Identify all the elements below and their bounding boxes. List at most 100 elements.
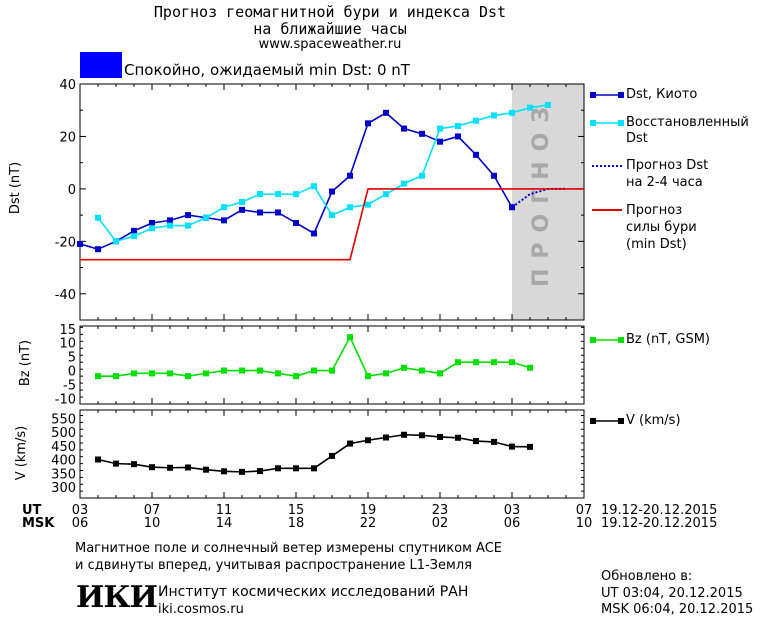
bz-series-0-point [239,367,245,374]
dst-series-1-point [455,122,461,129]
bz-ylabel: Bz (nT) [18,339,33,387]
institute-url: iki.cosmos.ru [158,602,244,617]
legend-restored-point [590,120,596,126]
dst-ytick-label: -40 [55,288,76,303]
dst-series-1-point [293,191,299,198]
dst-ytick-label: 0 [68,183,76,198]
dst-ylabel: Dst (nT) [8,161,23,215]
v-series-0-point [473,438,479,445]
dst-series-1-point [203,214,209,221]
dst-series-1-point [275,191,281,198]
dst-series-1-point [527,104,533,111]
footer-note-line2: и сдвинуты вперед, учитывая распростране… [75,558,472,573]
v-series-0-point [149,464,155,471]
msk-tick-label: 14 [216,516,233,531]
v-series-0-point [311,465,317,472]
v-series-0-point [383,434,389,441]
v-series-0-point [365,437,371,444]
legend-forecast-line1: Прогноз Dst [626,158,709,173]
ut-tick-label: 23 [432,503,449,518]
dst-series-0-point [311,230,317,237]
bz-series-0-point [95,373,101,380]
msk-tick-label: 06 [72,516,89,531]
v-series-0-point [131,461,137,468]
bz-series-0-point [419,367,425,374]
dst-series-1-point [167,222,173,229]
dst-series-1-point [149,225,155,232]
bz-series-0-point [221,367,227,374]
dst-series-1-point [221,204,227,211]
bz-ytick-label: 10 [59,337,76,352]
v-series-0-point [167,464,173,471]
bz-ytick-label: -10 [55,392,76,407]
dst-series-1-point [473,117,479,124]
bz-ytick-label: 5 [68,351,76,366]
bz-series-0-point [365,373,371,380]
dst-series-1-point [347,204,353,211]
updated-msk: MSK 06:04, 20.12.2015 [601,602,754,617]
updated-ut: UT 03:04, 20.12.2015 [601,586,743,601]
bz-series-0-point [149,370,155,377]
v-ylabel: V (km/s) [14,425,29,481]
msk-tick-label: 02 [432,516,449,531]
dst-series-0-point [167,217,173,224]
dst-series-1-point [185,222,191,229]
dst-series-1-point [329,212,335,219]
bz-series-0-point [509,359,515,366]
v-series-0-point [527,443,533,450]
legend-restored-line1: Восстановленный [626,115,749,130]
msk-date-range: 19.12-20.12.2015 [601,516,718,531]
dst-series-0-line [79,111,513,251]
v-ytick-label: 450 [51,440,76,455]
dst-series-1-point [401,180,407,187]
dst-ytick-label: 20 [59,130,76,145]
legend-bz-point [618,337,624,343]
v-series-0-point [203,466,209,473]
dst-series-1-point [383,191,389,198]
dst-ytick-label: 40 [59,78,76,93]
v-ytick-label: 350 [51,467,76,482]
dst-ytick-label: -20 [55,235,76,250]
ut-tick-label: 11 [216,503,233,518]
v-ytick-label: 550 [51,412,76,427]
bz-series-0-point [275,370,281,377]
ut-tick-label: 15 [288,503,305,518]
bz-ytick-label: 15 [59,323,76,338]
v-ytick-label: 400 [51,454,76,469]
bz-ytick-label: 0 [68,365,76,380]
v-series-0-point [437,433,443,440]
dst-series-0-point [365,120,371,127]
v-series-0-point [95,456,101,463]
dst-series-1-point [311,183,317,190]
ut-tick-label: 03 [504,503,521,518]
ut-tick-label: 03 [72,503,89,518]
dst-series-1-point [437,125,443,132]
dst-series-0-point [221,217,227,224]
bz-series-0-point [167,370,173,377]
v-series-0-point [239,468,245,475]
bz-series-0-point [527,364,533,371]
bz-series-0-point [311,367,317,374]
forecast-region [512,84,584,320]
v-ytick-label: 300 [51,481,76,496]
v-series-0-point [185,464,191,471]
bz-series-0-point [455,359,461,366]
dst-series-1-point [491,112,497,119]
chart-title-line2: на ближайшие часы [253,20,407,38]
dst-series-0-point [437,138,443,145]
v-series-0-point [491,438,497,445]
ut-label: UT [22,503,42,518]
bz-plot-frame [79,325,585,405]
bz-series-0-point [383,370,389,377]
bz-series-0-point [293,373,299,380]
bz-series-0-point [473,359,479,366]
dst-series-0-point [77,240,83,247]
v-ytick-label: 500 [51,426,76,441]
legend-dst-kyoto-point [618,92,624,98]
legend-storm-line3: (min Dst) [626,237,687,252]
source-url: www.spaceweather.ru [258,37,402,52]
dst-series-0-point [401,125,407,132]
dst-series-0-point [329,188,335,195]
bz-series-0-point [329,367,335,374]
forecast-label: ПРОГНОЗ [529,97,554,287]
